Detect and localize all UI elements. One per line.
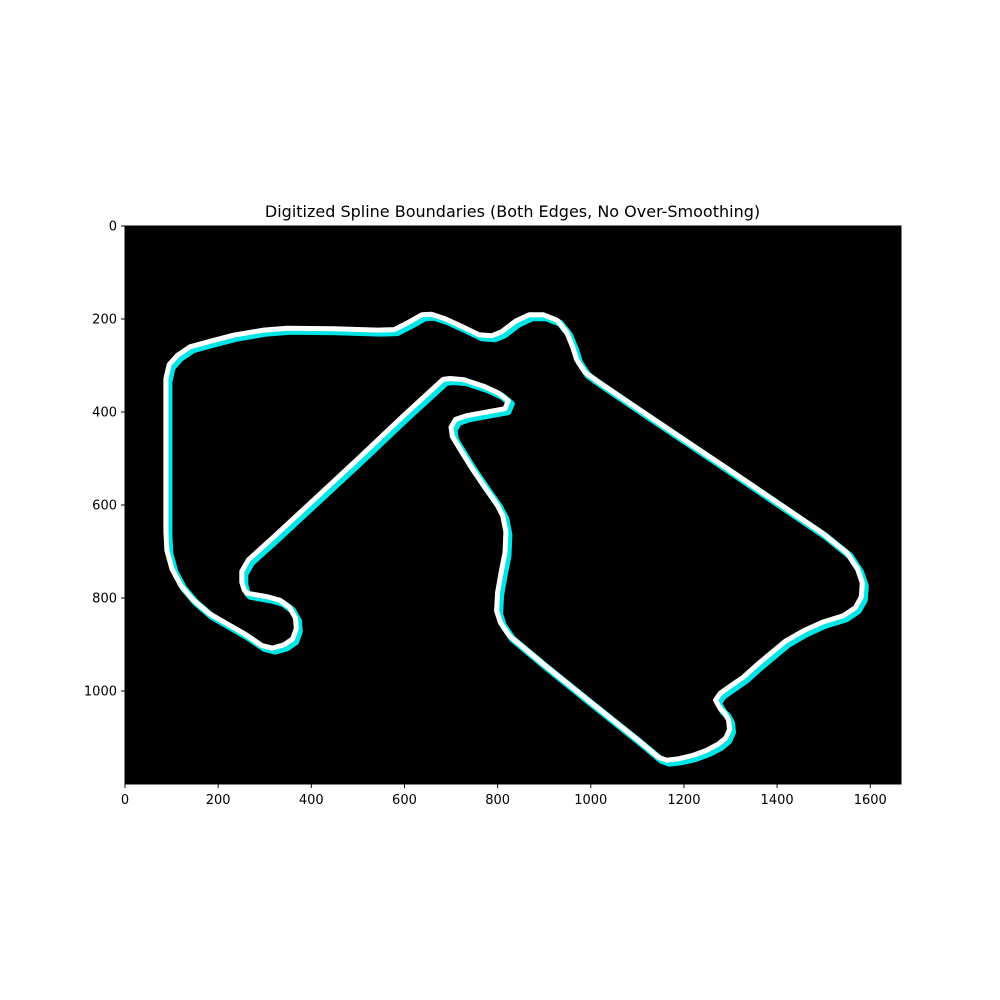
y-tick-label: 1000 bbox=[84, 685, 117, 700]
y-tick-label: 0 bbox=[109, 220, 117, 235]
x-tick-label: 800 bbox=[485, 793, 510, 808]
x-tick-label: 1000 bbox=[574, 793, 607, 808]
x-tick-label: 0 bbox=[121, 793, 129, 808]
plot-background bbox=[125, 226, 901, 784]
x-tick-label: 200 bbox=[206, 793, 231, 808]
chart-title: Digitized Spline Boundaries (Both Edges,… bbox=[265, 202, 760, 221]
y-tick-label: 800 bbox=[92, 592, 117, 607]
plot-area bbox=[125, 226, 901, 784]
x-tick-label: 400 bbox=[299, 793, 324, 808]
x-tick-label: 600 bbox=[392, 793, 417, 808]
y-tick-label: 400 bbox=[92, 406, 117, 421]
boundary-series-line-2 bbox=[163, 311, 865, 763]
y-tick-label: 200 bbox=[92, 313, 117, 328]
x-tick-label: 1200 bbox=[667, 793, 700, 808]
x-axis-ticks: 0 200 400 600 800 1000 1200 1400 1600 bbox=[121, 784, 887, 808]
x-tick-label: 1600 bbox=[854, 793, 887, 808]
y-axis-ticks: 0 200 400 600 800 1000 bbox=[84, 220, 125, 700]
x-tick-label: 1400 bbox=[761, 793, 794, 808]
series-layer bbox=[163, 311, 869, 767]
y-tick-label: 600 bbox=[92, 499, 117, 514]
